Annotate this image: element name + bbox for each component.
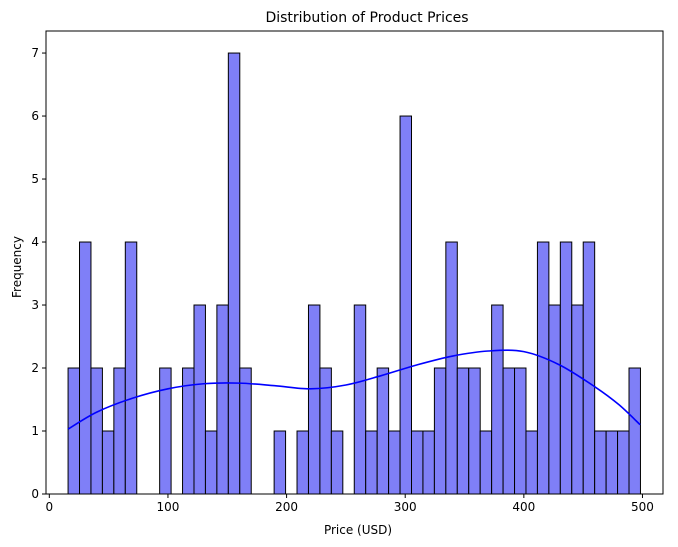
histogram-bar: [617, 430, 630, 495]
histogram-bar: [399, 115, 413, 495]
bars: [67, 52, 641, 495]
histogram-bar: [296, 430, 309, 495]
histogram-bar: [525, 430, 538, 495]
y-tick-label: 4: [31, 235, 39, 249]
x-axis-label: Price (USD): [324, 523, 392, 537]
y-axis-ticks: 0 1 2 3 4 5 6 7: [31, 46, 46, 501]
histogram-bar: [582, 241, 596, 495]
histogram-bar: [376, 367, 390, 495]
y-tick-label: 2: [31, 361, 39, 375]
histogram-bar: [216, 304, 229, 495]
y-tick-label: 6: [31, 109, 39, 123]
chart-title: Distribution of Product Prices: [265, 10, 468, 26]
histogram-bar: [353, 304, 367, 495]
histogram-bar: [502, 367, 516, 495]
histogram-bar: [239, 367, 252, 495]
histogram-bar: [445, 241, 458, 495]
histogram-bar: [101, 430, 115, 495]
x-tick-label: 200: [275, 500, 298, 514]
histogram-bar: [628, 367, 641, 495]
x-tick-label: 400: [512, 500, 535, 514]
y-tick-label: 5: [31, 172, 39, 186]
histogram-bar: [548, 304, 561, 495]
histogram-bar: [113, 367, 126, 495]
histogram-bar: [433, 367, 447, 495]
histogram-bar: [536, 241, 550, 495]
histogram-bar: [491, 304, 504, 495]
histogram-bar: [159, 367, 172, 495]
histogram-bar: [605, 430, 619, 495]
histogram-bar: [365, 430, 378, 495]
x-tick-label: 100: [156, 500, 179, 514]
histogram-bar: [193, 304, 206, 495]
plot-frame: [45, 30, 664, 495]
y-tick-label: 0: [31, 487, 39, 501]
histogram-bar: [411, 430, 424, 495]
histogram-bar: [227, 52, 241, 495]
histogram-bar: [468, 367, 481, 495]
histogram-bar: [571, 304, 584, 495]
histogram-bar: [182, 367, 195, 495]
histogram-bar: [273, 430, 287, 495]
y-tick-label: 1: [31, 424, 39, 438]
histogram-bar: [456, 367, 470, 495]
x-tick-label: 300: [394, 500, 417, 514]
histogram-bar: [79, 241, 92, 495]
x-tick-label: 0: [46, 500, 54, 514]
histogram-bar: [307, 304, 321, 495]
histogram-bar: [479, 430, 493, 495]
histogram-bar: [594, 430, 607, 495]
kde-curve: [67, 349, 641, 430]
histogram-bar: [204, 430, 218, 495]
histogram-bar: [124, 241, 138, 495]
y-tick-label: 7: [31, 46, 39, 60]
y-axis-label: Frequency: [10, 236, 24, 298]
x-axis-ticks: 0 100 200 300 400 500: [46, 494, 654, 514]
histogram-bar: [422, 430, 435, 495]
histogram-bar: [90, 367, 103, 495]
histogram-bar: [514, 367, 527, 495]
x-tick-label: 500: [631, 500, 654, 514]
histogram-bar: [330, 430, 344, 495]
histogram-bar: [67, 367, 81, 495]
y-tick-label: 3: [31, 298, 39, 312]
histogram-bar: [388, 430, 401, 495]
